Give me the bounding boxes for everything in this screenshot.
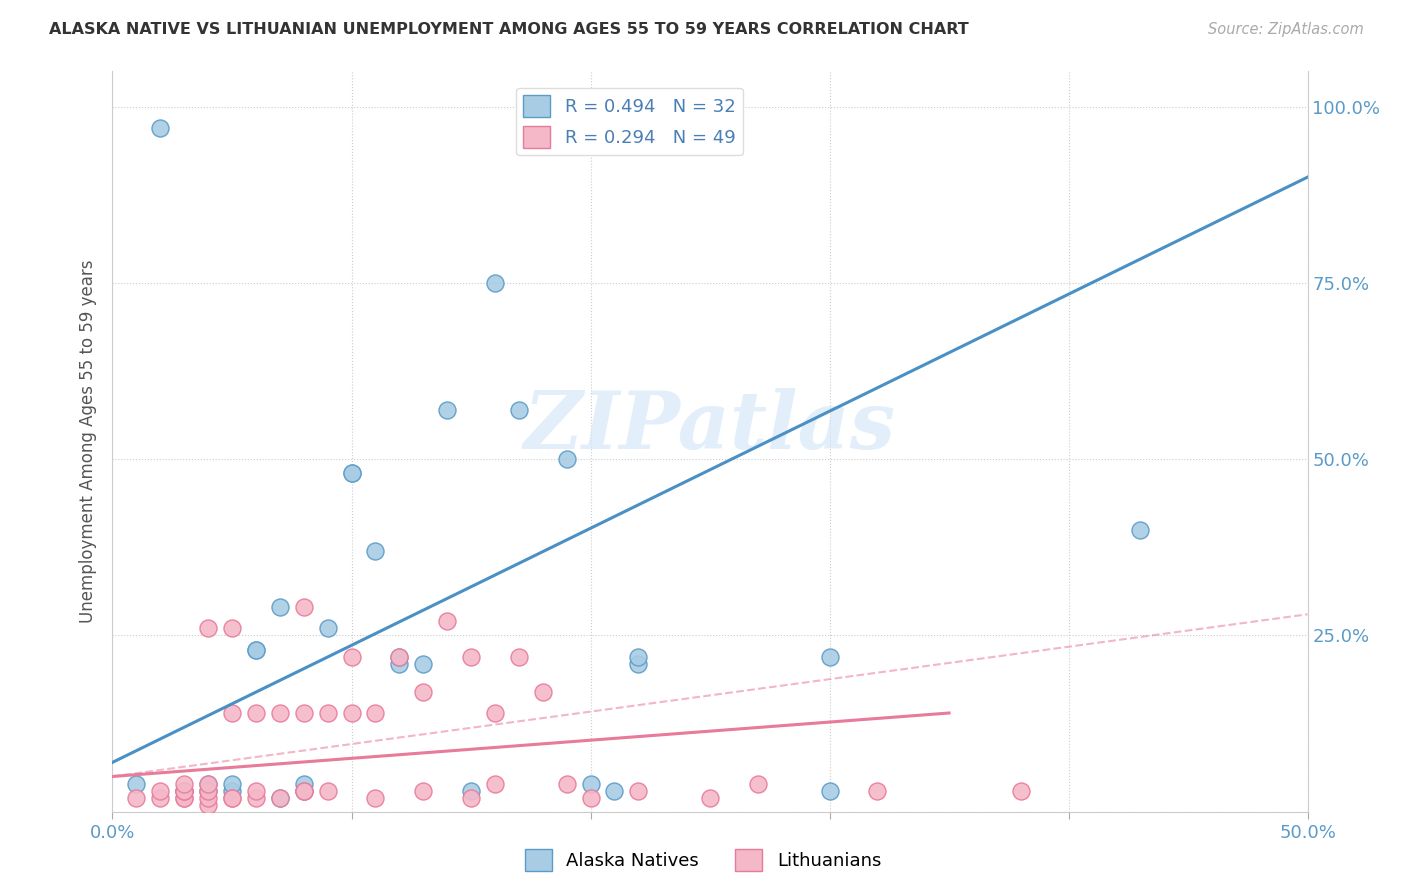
Point [292, 776, 315, 790]
Text: Source: ZipAtlas.com: Source: ZipAtlas.com [1208, 22, 1364, 37]
Point [173, 790, 195, 805]
Point [531, 685, 554, 699]
Legend: R = 0.494   N = 32, R = 0.294   N = 49: R = 0.494 N = 32, R = 0.294 N = 49 [516, 87, 742, 155]
Point [221, 783, 243, 797]
Point [388, 657, 411, 671]
Point [125, 790, 148, 805]
Point [436, 615, 458, 629]
Point [221, 706, 243, 720]
Point [627, 657, 650, 671]
Point [555, 776, 578, 790]
Legend: Alaska Natives, Lithuanians: Alaska Natives, Lithuanians [517, 842, 889, 879]
Point [269, 600, 291, 615]
Point [197, 783, 219, 797]
Point [388, 649, 411, 664]
Point [412, 783, 434, 797]
Point [292, 783, 315, 797]
Point [269, 790, 291, 805]
Point [292, 600, 315, 615]
Point [292, 783, 315, 797]
Point [245, 790, 267, 805]
Y-axis label: Unemployment Among Ages 55 to 59 years: Unemployment Among Ages 55 to 59 years [79, 260, 97, 624]
Point [818, 783, 841, 797]
Point [292, 783, 315, 797]
Point [484, 776, 506, 790]
Point [340, 467, 363, 481]
Point [173, 776, 195, 790]
Point [221, 790, 243, 805]
Point [340, 706, 363, 720]
Point [436, 402, 458, 417]
Point [269, 706, 291, 720]
Point [149, 120, 172, 135]
Point [460, 783, 482, 797]
Point [221, 776, 243, 790]
Point [508, 649, 530, 664]
Point [316, 706, 339, 720]
Point [699, 790, 721, 805]
Point [245, 706, 267, 720]
Point [818, 649, 841, 664]
Point [627, 783, 650, 797]
Point [173, 783, 195, 797]
Point [747, 776, 769, 790]
Point [221, 790, 243, 805]
Point [316, 783, 339, 797]
Point [460, 649, 482, 664]
Point [245, 642, 267, 657]
Point [197, 621, 219, 635]
Point [484, 706, 506, 720]
Text: ZIPatlas: ZIPatlas [524, 388, 896, 466]
Point [197, 783, 219, 797]
Point [364, 706, 387, 720]
Point [197, 776, 219, 790]
Point [149, 783, 172, 797]
Point [197, 797, 219, 812]
Point [364, 544, 387, 558]
Point [388, 649, 411, 664]
Point [173, 783, 195, 797]
Point [1129, 523, 1152, 537]
Point [579, 776, 602, 790]
Point [460, 790, 482, 805]
Point [1010, 783, 1032, 797]
Point [292, 706, 315, 720]
Point [221, 621, 243, 635]
Point [412, 685, 434, 699]
Point [245, 783, 267, 797]
Point [412, 657, 434, 671]
Point [125, 776, 148, 790]
Point [555, 452, 578, 467]
Point [245, 642, 267, 657]
Point [508, 402, 530, 417]
Point [173, 783, 195, 797]
Point [269, 790, 291, 805]
Point [173, 790, 195, 805]
Point [149, 790, 172, 805]
Text: ALASKA NATIVE VS LITHUANIAN UNEMPLOYMENT AMONG AGES 55 TO 59 YEARS CORRELATION C: ALASKA NATIVE VS LITHUANIAN UNEMPLOYMENT… [49, 22, 969, 37]
Point [197, 776, 219, 790]
Point [364, 790, 387, 805]
Point [484, 276, 506, 290]
Point [579, 790, 602, 805]
Point [340, 649, 363, 664]
Point [316, 621, 339, 635]
Point [866, 783, 889, 797]
Point [197, 790, 219, 805]
Point [603, 783, 626, 797]
Point [340, 467, 363, 481]
Point [627, 649, 650, 664]
